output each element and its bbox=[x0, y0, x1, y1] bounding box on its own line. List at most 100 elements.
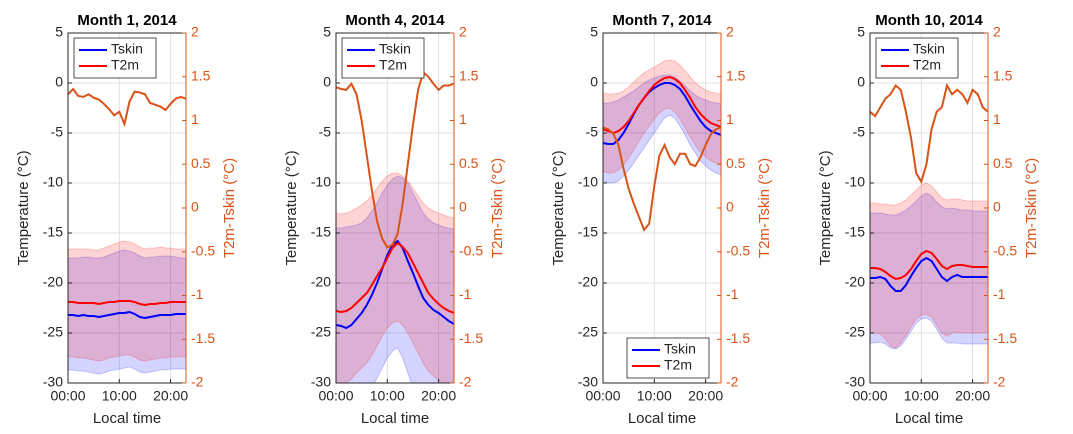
y-tick-label: 0 bbox=[857, 74, 865, 90]
y2-tick-label: 0.5 bbox=[191, 155, 211, 171]
y2-tick-label: 0 bbox=[191, 199, 199, 215]
spread-band bbox=[336, 175, 454, 383]
spread-band bbox=[870, 192, 988, 350]
panel: -30 -25 -20 -15 -10 -5 0 5 -2 -1.5 -1 -0.5 0 0.5 1 1.5 2… bbox=[15, 12, 238, 427]
y-tick-label: -20 bbox=[578, 274, 598, 290]
chart-title: Month 7, 2014 bbox=[612, 12, 712, 29]
panel: -30 -25 -20 -15 -10 -5 0 5 -2 -1.5 -1 -0.5 0 0.5 1 1.5 2… bbox=[817, 12, 1040, 427]
y-tick-label: -15 bbox=[578, 224, 598, 240]
difference-line bbox=[870, 82, 988, 185]
y-tick-label: -30 bbox=[845, 374, 865, 390]
x-tick-label: 10:00 bbox=[370, 388, 405, 404]
y-tick-label: -20 bbox=[311, 274, 331, 290]
y-axis-label: Temperature (°C) bbox=[550, 150, 567, 265]
y2-tick-label: -0.5 bbox=[726, 242, 750, 258]
y2-tick-label: -0.5 bbox=[993, 242, 1017, 258]
x-axis-label: Local time bbox=[361, 410, 429, 427]
x-tick-label: 20:00 bbox=[955, 388, 990, 404]
temperature-line bbox=[603, 82, 721, 145]
temperature-line bbox=[68, 310, 186, 320]
legend-label: Tskin bbox=[111, 41, 143, 57]
spread-band bbox=[603, 59, 721, 174]
x-tick-label: 20:00 bbox=[688, 388, 723, 404]
y2-tick-label: 2 bbox=[993, 24, 1001, 40]
y2-tick-label: -2 bbox=[993, 374, 1006, 390]
temperature-line bbox=[336, 241, 454, 314]
y2-tick-label: -1 bbox=[726, 286, 739, 302]
y2-axis-label: T2m-Tskin (°C) bbox=[1023, 158, 1040, 258]
legend-label: T2m bbox=[111, 57, 139, 73]
temperature-line bbox=[870, 249, 988, 281]
plot-area bbox=[603, 59, 721, 232]
y2-tick-label: 0.5 bbox=[459, 155, 479, 171]
y-tick-label: -5 bbox=[51, 124, 64, 140]
spread-band bbox=[336, 172, 454, 383]
y-tick-label: 5 bbox=[323, 24, 331, 40]
chart-title: Month 10, 2014 bbox=[875, 12, 983, 29]
y2-tick-label: -1 bbox=[191, 286, 204, 302]
y2-tick-label: 2 bbox=[191, 24, 199, 40]
y2-tick-label: -1.5 bbox=[191, 330, 215, 346]
y-tick-label: -5 bbox=[586, 124, 599, 140]
temperature-line bbox=[870, 256, 988, 292]
y-tick-label: -25 bbox=[311, 324, 331, 340]
y-tick-label: -25 bbox=[43, 324, 63, 340]
x-tick-label: 20:00 bbox=[421, 388, 456, 404]
legend-box bbox=[73, 37, 157, 79]
y2-axis-label: T2m-Tskin (°C) bbox=[489, 158, 506, 258]
temperature-line bbox=[336, 239, 454, 330]
x-axis-label: Local time bbox=[628, 410, 696, 427]
y-tick-label: 0 bbox=[323, 74, 331, 90]
y-tick-label: -20 bbox=[845, 274, 865, 290]
difference-line bbox=[336, 70, 454, 249]
axis-frame bbox=[67, 32, 186, 384]
y2-tick-label: -0.5 bbox=[191, 242, 215, 258]
y-tick-label: -30 bbox=[578, 374, 598, 390]
y2-tick-label: -2 bbox=[191, 374, 204, 390]
y-tick-label: -30 bbox=[311, 374, 331, 390]
y2-tick-label: -1.5 bbox=[993, 330, 1017, 346]
y2-axis-label: T2m-Tskin (°C) bbox=[221, 158, 238, 258]
y-tick-label: -15 bbox=[43, 224, 63, 240]
x-tick-label: 00:00 bbox=[318, 388, 353, 404]
legend-box bbox=[626, 337, 710, 379]
y-tick-label: -5 bbox=[319, 124, 332, 140]
legend-box bbox=[875, 37, 959, 79]
y-tick-label: -25 bbox=[845, 324, 865, 340]
y-tick-label: -10 bbox=[311, 174, 331, 190]
y2-tick-label: 1.5 bbox=[726, 67, 746, 83]
y2-tick-label: 0.5 bbox=[993, 155, 1013, 171]
panel: -30 -25 -20 -15 -10 -5 0 5 -2 -1.5 -1 -0.5 0 0.5 1 1.5 2… bbox=[550, 12, 773, 427]
x-axis-label: Local time bbox=[895, 410, 963, 427]
y-tick-label: -25 bbox=[578, 324, 598, 340]
temperature-line bbox=[68, 300, 186, 307]
y2-tick-label: 1.5 bbox=[993, 67, 1013, 83]
y2-tick-label: 0 bbox=[726, 199, 734, 215]
y2-tick-label: -1.5 bbox=[726, 330, 750, 346]
y2-tick-label: 1 bbox=[459, 111, 467, 127]
legend-label: T2m bbox=[913, 57, 941, 73]
y2-tick-label: 1.5 bbox=[191, 67, 211, 83]
y2-tick-label: -1.5 bbox=[459, 330, 483, 346]
x-tick-label: 10:00 bbox=[102, 388, 137, 404]
y-tick-label: -10 bbox=[845, 174, 865, 190]
plot-area bbox=[336, 70, 454, 383]
y-tick-label: 5 bbox=[590, 24, 598, 40]
y2-axis-label: T2m-Tskin (°C) bbox=[756, 158, 773, 258]
y-tick-label: 5 bbox=[857, 24, 865, 40]
y2-tick-label: 1.5 bbox=[459, 67, 479, 83]
legend-box bbox=[341, 37, 425, 79]
y-tick-label: -15 bbox=[311, 224, 331, 240]
y-tick-label: 0 bbox=[590, 74, 598, 90]
plot-area bbox=[68, 87, 186, 375]
x-tick-label: 20:00 bbox=[153, 388, 188, 404]
y-tick-label: -10 bbox=[578, 174, 598, 190]
x-tick-label: 10:00 bbox=[637, 388, 672, 404]
spread-band bbox=[870, 182, 988, 349]
y2-tick-label: -0.5 bbox=[459, 242, 483, 258]
y-tick-label: -10 bbox=[43, 174, 63, 190]
